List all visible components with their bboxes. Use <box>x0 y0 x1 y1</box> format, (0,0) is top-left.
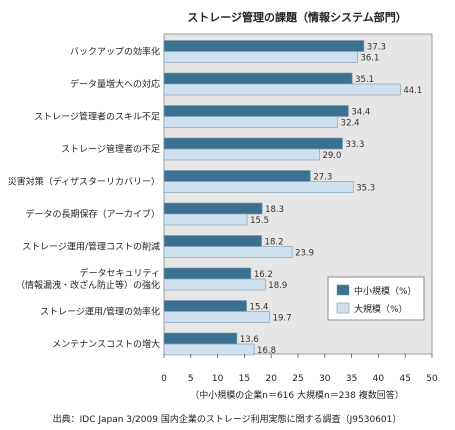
legend-swatch <box>336 302 350 314</box>
value-label: 35.3 <box>356 184 375 194</box>
x-tick-label: 10 <box>212 374 224 384</box>
legend: 中小規模（%） 大規模（%） <box>327 276 425 321</box>
bar-large-7 <box>163 278 266 291</box>
x-tick-label: 40 <box>373 374 385 384</box>
category-label: バックアップの効率化 <box>70 46 160 58</box>
bar-small-medium-1 <box>163 72 353 85</box>
source-caption: 出典：IDC Japan 3/2009 国内企業のストレージ利用実態に関する調査… <box>53 413 402 425</box>
bar-large-5 <box>163 213 248 226</box>
category-label: 災害対策（ディザスターリカバリー） <box>8 176 160 188</box>
category-label: ストレージ運用/管理の効率化 <box>40 306 160 318</box>
x-tick-label: 25 <box>292 374 303 384</box>
value-label: 15.4 <box>250 303 269 313</box>
x-tick-label: 20 <box>265 374 277 384</box>
category-label: ストレージ管理者の不足 <box>61 143 160 155</box>
value-label: 19.7 <box>273 314 292 324</box>
sample-note: （中小規模の企業n＝616 大規模n＝238 複数回答） <box>190 389 404 401</box>
bar-large-8 <box>163 311 270 323</box>
value-label: 29.0 <box>322 151 341 161</box>
value-label: 13.6 <box>240 335 259 345</box>
value-label: 16.8 <box>257 346 276 356</box>
bar-small-medium-6 <box>163 235 262 247</box>
bar-small-medium-7 <box>163 267 252 280</box>
category-label: ストレージ運用/管理コストの削減 <box>22 241 160 253</box>
bars <box>163 40 401 356</box>
value-label: 34.4 <box>351 108 370 118</box>
value-label: 18.9 <box>268 281 287 291</box>
value-label: 32.4 <box>341 119 360 129</box>
category-label: データの長期保存（アーカイブ） <box>26 208 160 220</box>
value-label: 23.9 <box>295 249 314 259</box>
category-labels: バックアップの効率化データ量増大への対応ストレージ管理者のスキル不足ストレージ管… <box>8 46 160 351</box>
x-tick-label: 35 <box>346 374 357 384</box>
category-label: データセキュリティ（情報漏洩・改ざん防止等）の強化 <box>16 267 160 291</box>
value-label: 36.1 <box>360 54 379 64</box>
value-label: 33.3 <box>345 140 364 150</box>
category-label: メンテナンスコストの増大 <box>52 338 160 350</box>
x-axis: 0 5 10 15 20 25 30 35 40 45 50 <box>161 354 438 384</box>
bar-large-0 <box>163 51 358 63</box>
bar-large-1 <box>163 83 401 96</box>
value-label: 44.1 <box>403 86 422 96</box>
bar-small-medium-3 <box>163 137 343 150</box>
bar-small-medium-2 <box>163 105 349 117</box>
bar-small-medium-5 <box>163 202 263 215</box>
x-tick-label: 50 <box>426 374 438 384</box>
bar-small-medium-0 <box>163 40 365 52</box>
value-label: 18.3 <box>265 205 284 215</box>
value-label: 15.5 <box>250 216 269 226</box>
value-label: 16.2 <box>254 270 273 280</box>
x-tick-label: 45 <box>399 374 410 384</box>
bar-small-medium-9 <box>163 332 238 345</box>
category-label: データ量増大への対応 <box>70 78 160 90</box>
category-label: ストレージ管理者のスキル不足 <box>34 111 160 123</box>
value-label: 35.1 <box>355 75 374 85</box>
bar-small-medium-8 <box>163 300 247 312</box>
x-tick-label: 15 <box>239 374 250 384</box>
legend-swatch <box>336 284 350 296</box>
bar-large-3 <box>163 148 320 161</box>
bar-large-6 <box>163 246 293 258</box>
chart-title: ストレージ管理の課題（情報システム部門） <box>187 10 406 24</box>
value-label: 37.3 <box>367 43 386 53</box>
legend-label: 大規模（%） <box>354 303 408 315</box>
bar-small-medium-4 <box>163 170 311 182</box>
value-label: 18.2 <box>265 238 284 248</box>
x-tick-label: 30 <box>319 374 331 384</box>
value-label: 27.3 <box>313 173 332 183</box>
legend-label: 中小規模（%） <box>354 285 417 297</box>
bar-large-9 <box>163 343 255 356</box>
x-tick-label: 5 <box>188 374 194 384</box>
value-labels: 37.336.1 35.1 44.1 34.432.4 33.3 29.0 27.3 35.3… <box>240 43 422 357</box>
bar-large-4 <box>163 181 354 193</box>
bar-large-2 <box>163 116 338 128</box>
x-tick-label: 0 <box>161 374 167 384</box>
